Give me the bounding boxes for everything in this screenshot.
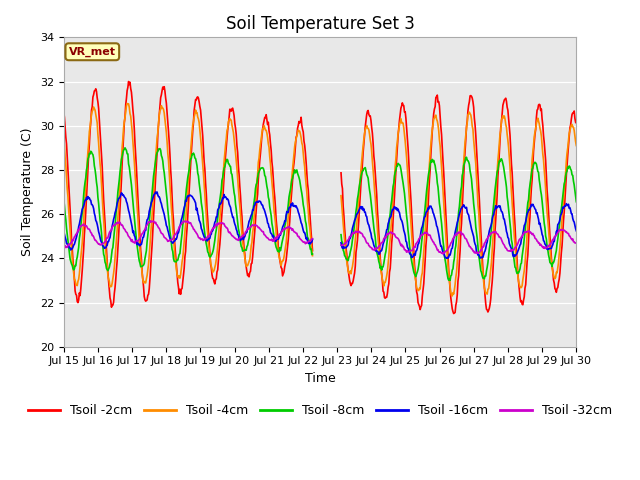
Line: Tsoil -32cm: Tsoil -32cm [64,221,576,254]
Title: Soil Temperature Set 3: Soil Temperature Set 3 [225,15,415,33]
Line: Tsoil -16cm: Tsoil -16cm [64,192,576,258]
Tsoil -32cm [572,240,580,246]
Line: Tsoil -2cm: Tsoil -2cm [64,82,576,313]
Line: Tsoil -8cm: Tsoil -8cm [64,148,576,280]
Tsoil -4cm [60,137,68,143]
Tsoil -32cm [69,238,77,244]
Tsoil -8cm [398,171,406,177]
Text: VR_met: VR_met [69,47,116,57]
Tsoil -4cm [572,143,580,148]
Tsoil -32cm [398,241,406,247]
Tsoil -4cm [174,273,182,279]
Tsoil -16cm [572,228,580,234]
Tsoil -2cm [398,103,406,109]
Tsoil -2cm [60,108,68,114]
Tsoil -2cm [69,257,77,263]
Tsoil -4cm [383,273,390,279]
Tsoil -32cm [201,237,209,242]
Tsoil -2cm [383,294,390,300]
Tsoil -8cm [69,265,77,271]
Tsoil -16cm [383,227,390,233]
Tsoil -4cm [122,108,129,114]
Tsoil -2cm [174,279,182,285]
Tsoil -32cm [174,228,182,234]
Tsoil -16cm [174,230,182,236]
Tsoil -4cm [201,192,209,198]
Tsoil -8cm [60,196,68,202]
Tsoil -2cm [572,120,580,126]
Tsoil -32cm [122,228,129,234]
X-axis label: Time: Time [305,372,335,385]
Tsoil -8cm [572,199,580,204]
Tsoil -8cm [122,146,129,152]
Tsoil -2cm [201,166,209,172]
Tsoil -16cm [69,244,77,250]
Tsoil -2cm [122,102,129,108]
Line: Tsoil -4cm: Tsoil -4cm [64,104,576,296]
Tsoil -16cm [60,228,68,234]
Tsoil -16cm [122,196,129,202]
Tsoil -16cm [398,217,406,223]
Tsoil -8cm [201,232,209,238]
Tsoil -32cm [60,243,68,249]
Tsoil -8cm [174,257,182,263]
Tsoil -4cm [69,264,77,270]
Tsoil -16cm [201,235,209,241]
Tsoil -8cm [383,242,390,248]
Tsoil -32cm [383,231,390,237]
Tsoil -4cm [398,120,406,126]
Y-axis label: Soil Temperature (C): Soil Temperature (C) [21,128,34,256]
Legend: Tsoil -2cm, Tsoil -4cm, Tsoil -8cm, Tsoil -16cm, Tsoil -32cm: Tsoil -2cm, Tsoil -4cm, Tsoil -8cm, Tsoi… [23,399,617,422]
